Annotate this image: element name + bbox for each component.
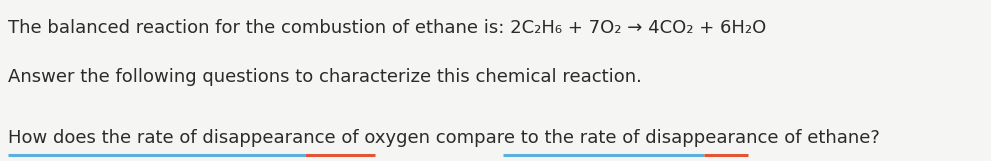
- Text: Answer the following questions to characterize this chemical reaction.: Answer the following questions to charac…: [8, 68, 642, 86]
- Text: The balanced reaction for the combustion of ethane is: 2C₂H₆ + 7O₂ → 4CO₂ + 6H₂O: The balanced reaction for the combustion…: [8, 19, 766, 37]
- Text: How does the rate of disappearance of oxygen compare to the rate of disappearanc: How does the rate of disappearance of ox…: [8, 129, 880, 147]
